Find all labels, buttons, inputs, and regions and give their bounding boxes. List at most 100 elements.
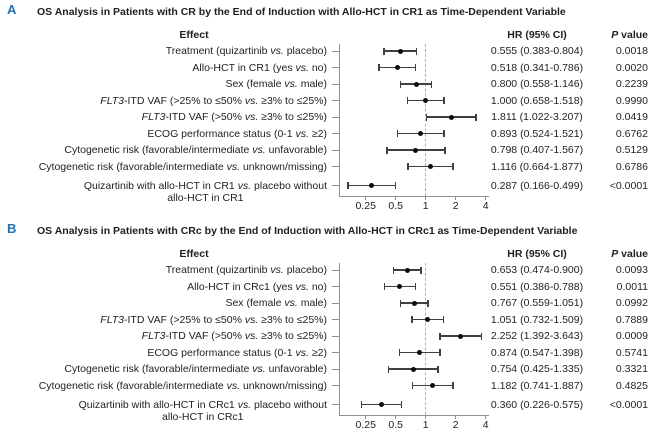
x-tick bbox=[395, 415, 397, 419]
effect-label: Quizartinib with allo-HCT in CRc1 vs. pl… bbox=[0, 399, 327, 423]
p-value: 0.0419 bbox=[615, 111, 648, 123]
forest-plot-b: 0.25 0.5 1 2 4 Treatment (quizartinib vs. pla… bbox=[0, 219, 652, 438]
ci-cap-low bbox=[411, 382, 414, 389]
italic-text: vs. bbox=[295, 61, 309, 74]
label-text: Allo-HCT in CR1 (yes bbox=[192, 61, 296, 74]
label-text: Cytogenetic risk (favorable/intermediate bbox=[38, 379, 227, 392]
hr-ci-value: 1.051 (0.732-1.509) bbox=[490, 313, 584, 326]
y-tick bbox=[332, 335, 339, 337]
ci-cap-low bbox=[399, 299, 402, 307]
label-text: Treatment (quizartinib bbox=[165, 45, 271, 57]
label-text: -ITD VAF (>25% to ≤50% bbox=[124, 94, 245, 107]
label-text: placebo) bbox=[283, 264, 327, 276]
label-text: ≥3% to ≤25%) bbox=[258, 94, 327, 107]
label-text: placebo without bbox=[251, 179, 327, 192]
y-tick bbox=[332, 185, 339, 186]
effect-label: FLT3-ITD VAF (>25% to ≤50% vs. ≥3% to ≤2… bbox=[0, 314, 327, 326]
column-header-effect: Effect bbox=[179, 248, 209, 260]
hr-ci-value: 0.893 (0.524-1.521) bbox=[490, 127, 584, 140]
italic-text: vs. bbox=[284, 297, 298, 309]
p-value-italic-p: P bbox=[611, 248, 619, 260]
y-tick bbox=[332, 67, 339, 68]
x-tick bbox=[485, 415, 487, 419]
effect-label: Cytogenetic risk (favorable/intermediate… bbox=[0, 380, 327, 392]
label-text: placebo) bbox=[283, 45, 327, 57]
ci-cap-high bbox=[437, 365, 439, 373]
p-value: 0.0093 bbox=[615, 264, 648, 276]
x-tick bbox=[425, 196, 427, 200]
p-value: 0.4825 bbox=[615, 379, 648, 392]
ci-cap-low bbox=[386, 146, 388, 154]
label-text: Quizartinib with allo-HCT in CRc1 bbox=[78, 398, 238, 411]
effect-label-text: Sex (female vs. male) bbox=[225, 78, 327, 90]
column-header-p-value: P value bbox=[597, 29, 648, 41]
y-tick bbox=[332, 133, 339, 134]
effect-label: Allo-HCT in CRc1 (yes vs. no) bbox=[0, 281, 327, 293]
p-value: <0.0001 bbox=[609, 179, 648, 192]
y-tick bbox=[332, 116, 339, 118]
p-value: 0.5741 bbox=[615, 346, 648, 359]
point-estimate bbox=[378, 402, 384, 407]
y-tick bbox=[332, 368, 339, 370]
point-estimate bbox=[430, 383, 436, 388]
ci-cap-low bbox=[392, 266, 395, 274]
hr-ci-value: 0.518 (0.341-0.786) bbox=[490, 61, 584, 74]
ci-cap-high bbox=[439, 349, 441, 356]
x-tick-label: 2 bbox=[452, 419, 459, 431]
ci-cap-low bbox=[383, 283, 386, 290]
x-tick bbox=[395, 196, 397, 200]
x-tick-label: 0.5 bbox=[388, 419, 403, 431]
ci-cap-low bbox=[378, 64, 380, 71]
label-text: allo-HCT in CR1 bbox=[167, 191, 244, 204]
point-estimate bbox=[418, 131, 424, 136]
panel-letter-a: A bbox=[7, 2, 17, 17]
x-tick-label: 1 bbox=[422, 419, 429, 431]
point-estimate bbox=[411, 300, 417, 306]
effect-label: Quizartinib with allo-HCT in CR1 vs. pla… bbox=[0, 180, 327, 204]
y-tick bbox=[332, 404, 339, 405]
point-estimate bbox=[423, 98, 429, 103]
label-text: unknown/missing) bbox=[240, 160, 327, 173]
hr-ci-value: 0.767 (0.559-1.051) bbox=[490, 297, 584, 309]
ci-cap-low bbox=[439, 332, 441, 340]
hr-ci-value: 0.287 (0.166-0.499) bbox=[490, 179, 584, 192]
point-estimate bbox=[425, 317, 431, 322]
ci-cap-high bbox=[480, 332, 483, 340]
label-text: ECOG performance status (0-1 bbox=[147, 346, 296, 359]
x-tick-label: 2 bbox=[452, 200, 459, 212]
label-text: unknown/missing) bbox=[240, 379, 327, 392]
point-estimate bbox=[427, 164, 433, 169]
effect-label-text: Cytogenetic risk (favorable/intermediate… bbox=[39, 380, 327, 392]
x-tick-label: 0.5 bbox=[388, 200, 403, 212]
effect-label-text: FLT3-ITD VAF (>50% vs. ≥3% to ≤25%) bbox=[142, 330, 327, 342]
label-text: Cytogenetic risk (favorable/intermediate bbox=[64, 363, 253, 375]
x-tick bbox=[485, 196, 487, 200]
label-text: ≥3% to ≤25%) bbox=[258, 111, 327, 123]
effect-label-text: Sex (female vs. male) bbox=[225, 297, 327, 309]
ci-cap-high bbox=[414, 64, 417, 71]
panel-title-a: OS Analysis in Patients with CR by the E… bbox=[37, 6, 566, 18]
y-tick bbox=[332, 149, 339, 151]
point-estimate bbox=[413, 81, 419, 87]
y-tick bbox=[332, 50, 339, 52]
hr-ci-value: 0.551 (0.386-0.788) bbox=[490, 280, 584, 293]
effect-label-text: Cytogenetic risk (favorable/intermediate… bbox=[64, 363, 327, 375]
y-axis-line bbox=[339, 263, 340, 415]
p-value: 0.5129 bbox=[615, 144, 648, 156]
label-text: ≥2) bbox=[308, 127, 327, 140]
p-value-italic-p: P bbox=[611, 29, 619, 41]
y-tick bbox=[332, 100, 339, 101]
ci-cap-high bbox=[394, 182, 397, 189]
effect-label-text: Allo-HCT in CRc1 (yes vs. no) bbox=[187, 281, 327, 293]
hr-ci-value: 0.798 (0.407-1.567) bbox=[490, 144, 584, 156]
p-value: 0.6786 bbox=[615, 160, 648, 173]
label-text: Sex (female bbox=[225, 297, 285, 309]
p-value-header-rest: value bbox=[618, 248, 648, 260]
label-text: unfavorable) bbox=[265, 144, 327, 156]
label-text: male) bbox=[297, 78, 327, 90]
hr-ci-value: 1.000 (0.658-1.518) bbox=[490, 94, 584, 107]
ci-cap-high bbox=[430, 80, 433, 88]
italic-text: vs. bbox=[252, 144, 266, 156]
label-text: unfavorable) bbox=[265, 363, 327, 375]
effect-label-text: ECOG performance status (0-1 vs. ≥2) bbox=[147, 128, 327, 140]
